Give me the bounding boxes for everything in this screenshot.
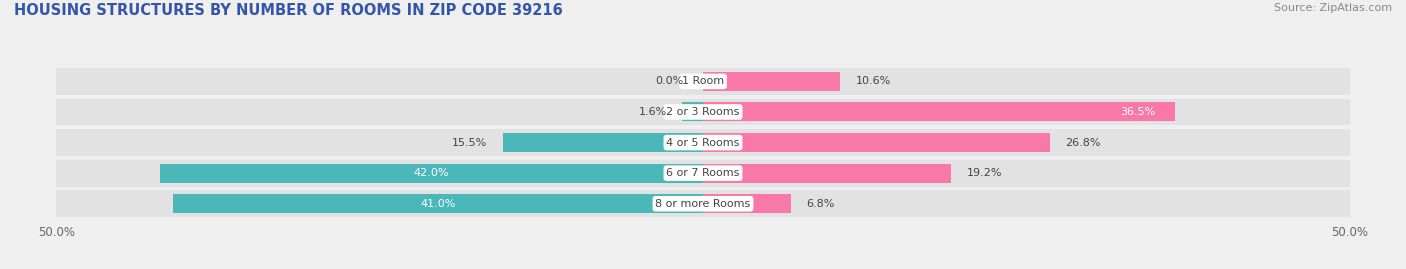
Bar [682,102,703,122]
Text: 1 Room: 1 Room [682,76,724,86]
Text: 0.0%: 0.0% [655,76,683,86]
Bar [703,72,841,91]
Text: HOUSING STRUCTURES BY NUMBER OF ROOMS IN ZIP CODE 39216: HOUSING STRUCTURES BY NUMBER OF ROOMS IN… [14,3,562,18]
Text: 36.5%: 36.5% [1121,107,1156,117]
Bar [703,194,792,213]
Text: 6.8%: 6.8% [807,199,835,209]
Text: 4 or 5 Rooms: 4 or 5 Rooms [666,137,740,148]
Bar [703,164,952,183]
Bar [56,190,1350,217]
Bar [160,164,703,183]
Text: Source: ZipAtlas.com: Source: ZipAtlas.com [1274,3,1392,13]
Text: 2 or 3 Rooms: 2 or 3 Rooms [666,107,740,117]
Bar [56,129,1350,156]
Bar [703,102,1175,122]
Bar [502,133,703,152]
Bar [56,98,1350,125]
Text: 42.0%: 42.0% [413,168,449,178]
Text: 1.6%: 1.6% [638,107,666,117]
Text: 41.0%: 41.0% [420,199,456,209]
Text: 26.8%: 26.8% [1066,137,1101,148]
Text: 15.5%: 15.5% [451,137,486,148]
Bar [56,160,1350,187]
Text: 10.6%: 10.6% [856,76,891,86]
Bar [173,194,703,213]
Text: 8 or more Rooms: 8 or more Rooms [655,199,751,209]
Text: 6 or 7 Rooms: 6 or 7 Rooms [666,168,740,178]
Text: 19.2%: 19.2% [967,168,1002,178]
Bar [56,68,1350,95]
Bar [703,133,1050,152]
